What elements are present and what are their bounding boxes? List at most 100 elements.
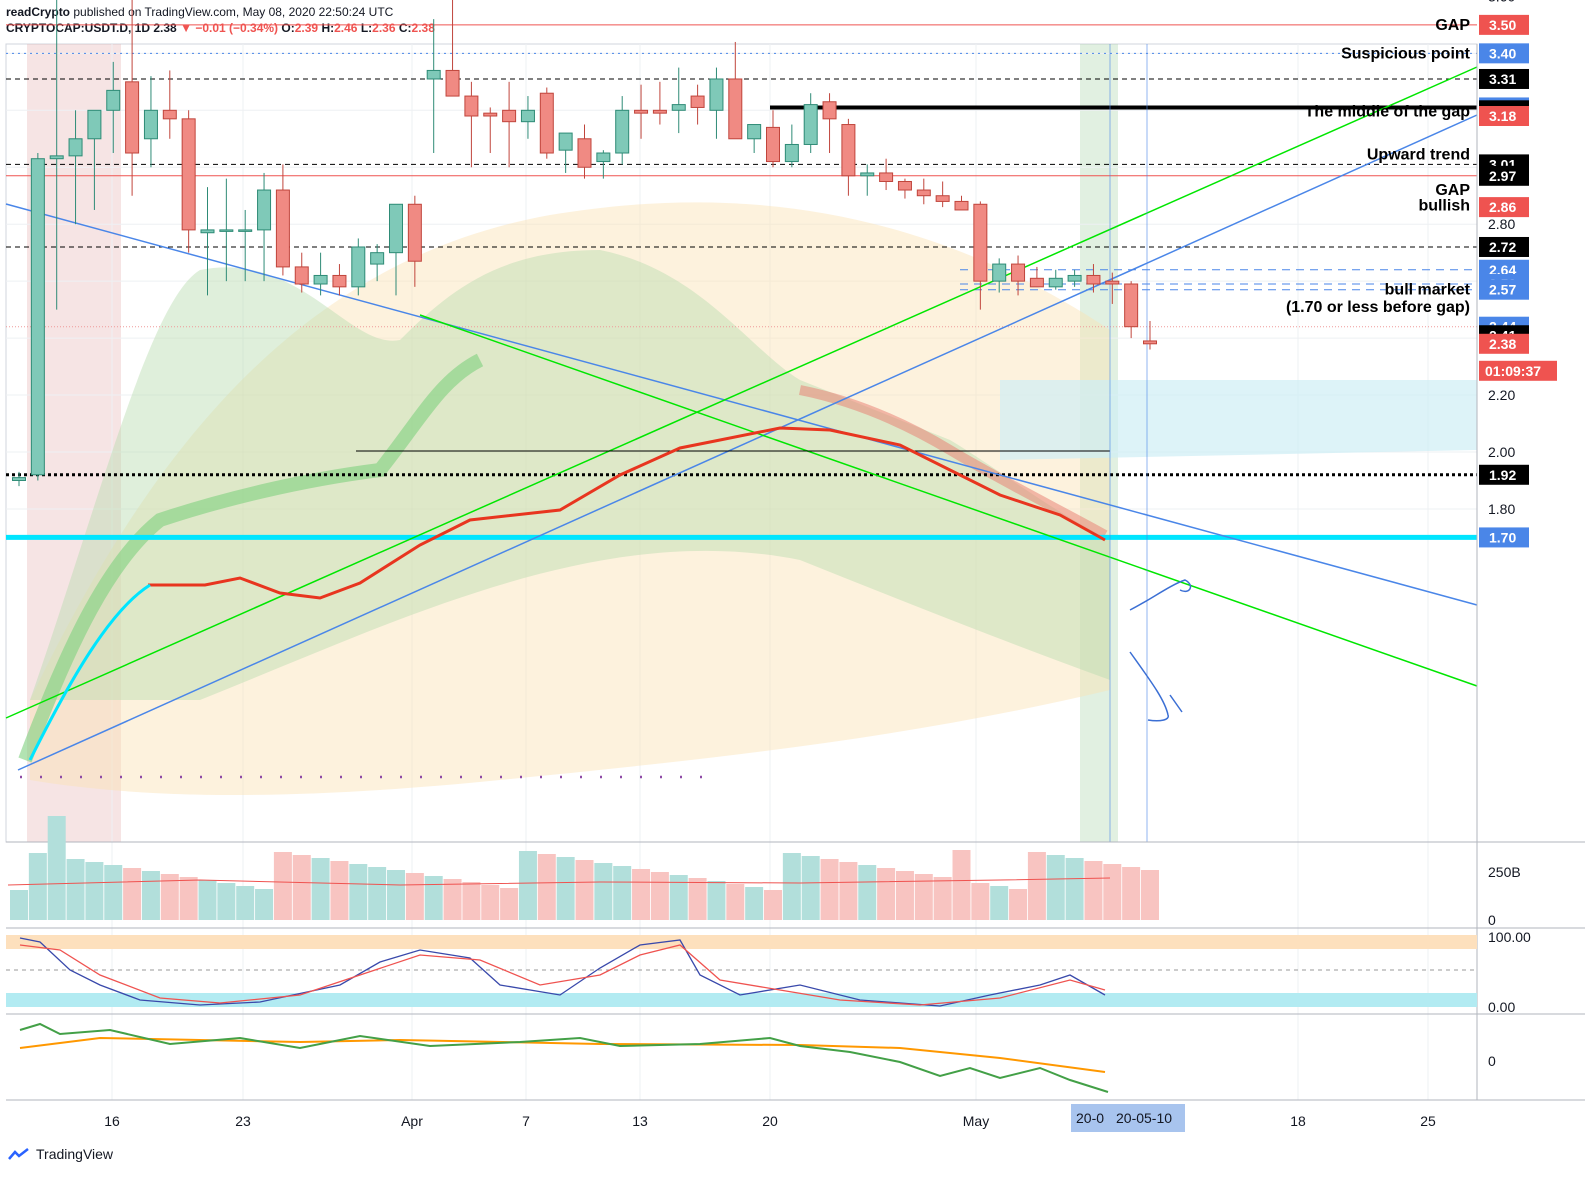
volume-ma-line (7, 877, 1111, 886)
volume-bar (424, 876, 443, 920)
volume-bar (141, 871, 160, 920)
price-badge (1479, 43, 1529, 64)
candle-down (935, 195, 950, 202)
volume-bar (160, 874, 179, 920)
candle-up (12, 477, 26, 481)
candle-up (49, 155, 64, 160)
candle-down (577, 138, 592, 168)
candle-down (125, 81, 140, 154)
volume-bar (650, 872, 669, 920)
candle-up (803, 104, 818, 145)
volume-bar (368, 867, 387, 920)
chart-annotation: bull market (1385, 282, 1471, 299)
volume-bar (839, 862, 858, 920)
chart-annotation: GAP (1435, 182, 1470, 199)
volume-bar (858, 865, 877, 920)
red-ribbon (799, 385, 1108, 540)
time-tick-label: 20 (762, 1113, 778, 1129)
volume-bar (85, 862, 104, 920)
volume-bar (933, 877, 952, 920)
candle-down (728, 78, 743, 140)
volume-bar (236, 886, 255, 920)
candle-up (351, 246, 366, 288)
volume-bar (1122, 867, 1141, 920)
candle-down (332, 274, 347, 288)
volume-bar (1141, 870, 1159, 920)
time-tick-label: 25 (1420, 1113, 1436, 1129)
candle-down (539, 92, 554, 154)
volume-bar (914, 874, 933, 920)
blue-downtrend-line (5, 203, 1478, 606)
volume-bar (990, 886, 1009, 920)
candle-up (87, 109, 102, 140)
volume-bar (632, 869, 651, 920)
candle-up (671, 104, 686, 111)
candle-down (916, 189, 931, 197)
price-badge-label: 2.97 (1489, 168, 1516, 184)
candle-up (426, 69, 441, 80)
price-badge-label: 3.40 (1489, 45, 1516, 61)
volume-bar (782, 853, 801, 920)
price-badge-label: 2.38 (1489, 336, 1516, 352)
candle-down (634, 109, 649, 114)
time-tick-label: 18 (1290, 1113, 1306, 1129)
candle-up (1067, 274, 1082, 282)
volume-bar (217, 883, 236, 920)
green-downtrend-line (419, 314, 1478, 687)
time-tick-label: May (963, 1113, 989, 1129)
volume-bar (1103, 864, 1122, 920)
volume-bar (1046, 855, 1065, 920)
chart-annotation: Suspicious point (1341, 45, 1471, 62)
volume-bar (10, 890, 28, 920)
candle-up (389, 203, 403, 254)
time-highlight-end: 20-05-10 (1116, 1110, 1172, 1126)
candle-down (407, 203, 422, 262)
chart-annotation: The middle of the gap (1305, 104, 1471, 121)
publish-line: readCrypto published on TradingView.com,… (6, 4, 435, 20)
candle-down (464, 95, 479, 117)
price-tick-label: 2.20 (1488, 387, 1515, 403)
volume-bar (273, 852, 292, 920)
red-moving-average (148, 426, 1106, 600)
volume-bar (1027, 852, 1046, 920)
low-label: L: (360, 21, 373, 35)
volume-bar (952, 850, 971, 920)
volume-bar (1065, 858, 1084, 920)
candle-up (313, 274, 328, 285)
overbought-zone (6, 935, 1477, 949)
price-badge-label: 1.92 (1489, 467, 1516, 483)
candle-up (370, 252, 385, 265)
volume-bar (47, 816, 66, 920)
volume-bar (707, 881, 726, 920)
candle-down (294, 266, 309, 285)
volume-bar (387, 870, 405, 920)
time-tick-label: 23 (235, 1113, 251, 1129)
volume-bar (1009, 889, 1028, 920)
candle-up (992, 263, 1007, 282)
annotations-layer: GAP Suspicious point The middle of the gap… (1286, 17, 1471, 316)
volume-tick-label: 0 (1488, 912, 1496, 928)
candle-down (502, 109, 517, 123)
volume-bar (104, 865, 123, 920)
author-name[interactable]: readCrypto (6, 5, 71, 19)
time-tick-label: 13 (632, 1113, 648, 1129)
candle-up (1048, 277, 1063, 288)
volume-bar (895, 871, 914, 920)
tradingview-logo[interactable]: TradingView (8, 1146, 113, 1162)
candle-down (897, 180, 912, 191)
oversold-zone (6, 993, 1477, 1007)
volume-bar (575, 860, 594, 920)
price-tick-label: 1.80 (1488, 501, 1515, 517)
stoch-tick-label: 100.00 (1488, 929, 1531, 945)
countdown-badge (1479, 360, 1557, 381)
candle-down (1086, 274, 1101, 285)
volume-bar (669, 875, 688, 920)
cyan-zone (1000, 380, 1477, 460)
volume-bar (481, 885, 500, 920)
price-badge-label: 1.70 (1489, 529, 1516, 545)
volume-bar (28, 853, 47, 920)
candle-up (784, 143, 799, 163)
candle-up (747, 124, 762, 140)
candle-down (973, 203, 988, 282)
